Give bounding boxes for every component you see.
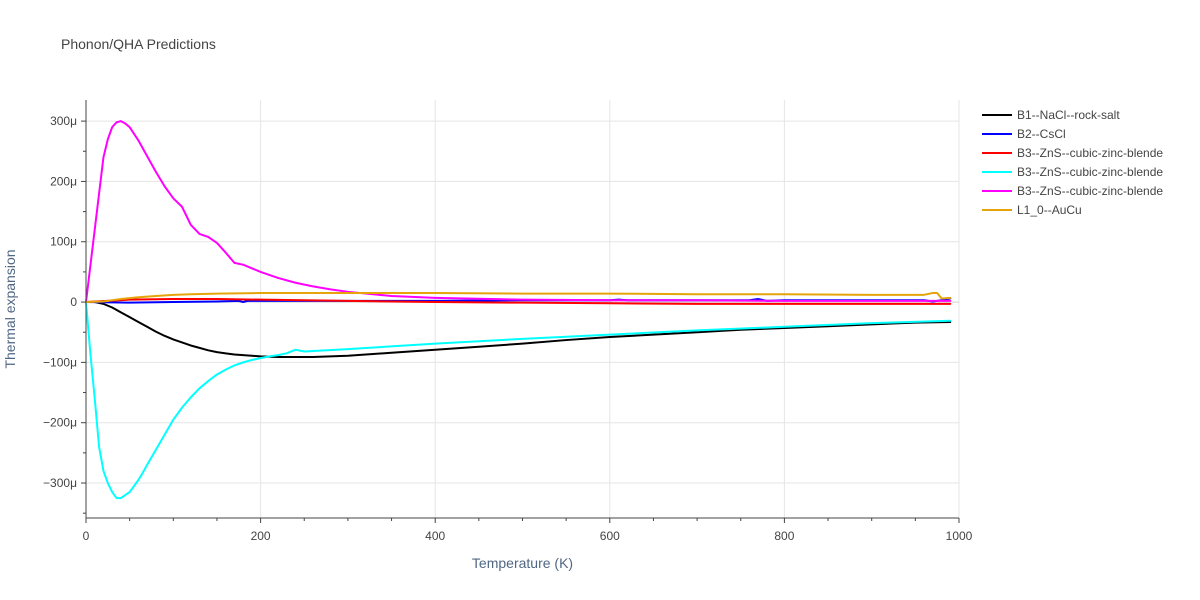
legend-label: B2--CsCl — [1017, 127, 1066, 141]
legend-label: B1--NaCl--rock-salt — [1017, 108, 1120, 122]
grid-layer — [86, 100, 960, 518]
legend-item[interactable]: L1_0--AuCu — [982, 203, 1082, 217]
y-tick-label: 200μ — [50, 174, 77, 188]
x-tick-label: 1000 — [946, 529, 973, 543]
y-tick-label: −200μ — [43, 416, 77, 430]
legend-item[interactable]: B2--CsCl — [982, 127, 1066, 141]
y-tick-label: 300μ — [50, 114, 77, 128]
y-tick-label: −300μ — [43, 476, 77, 490]
legend-item[interactable]: B3--ZnS--cubic-zinc-blende — [982, 165, 1163, 179]
y-tick-label: 0 — [70, 295, 77, 309]
legend[interactable]: B1--NaCl--rock-salt B2--CsCl B3--ZnS--cubi… — [982, 108, 1163, 217]
x-tick-label: 600 — [600, 529, 620, 543]
label-layer: 0 200 400 600 800 1000 −300μ −200μ −100μ 0 100μ 200… — [2, 114, 973, 571]
series-line-1 — [85, 301, 952, 358]
series-line-5 — [85, 120, 952, 304]
axis-layer — [81, 100, 960, 523]
chart-title: Phonon/QHA Predictions — [61, 36, 216, 52]
y-tick-label: 100μ — [50, 235, 77, 249]
series-line-3 — [85, 298, 952, 305]
x-tick-label: 800 — [774, 529, 794, 543]
legend-label: B3--ZnS--cubic-zinc-blende — [1017, 146, 1163, 160]
legend-item[interactable]: B1--NaCl--rock-salt — [982, 108, 1120, 122]
legend-item[interactable]: B3--ZnS--cubic-zinc-blende — [982, 146, 1163, 160]
x-axis-title: Temperature (K) — [472, 555, 573, 571]
series-line-4 — [85, 301, 952, 500]
legend-label: L1_0--AuCu — [1017, 203, 1082, 217]
legend-item[interactable]: B3--ZnS--cubic-zinc-blende — [982, 184, 1163, 198]
series-layer — [85, 120, 952, 500]
legend-label: B3--ZnS--cubic-zinc-blende — [1017, 184, 1163, 198]
x-tick-label: 200 — [251, 529, 271, 543]
legend-label: B3--ZnS--cubic-zinc-blende — [1017, 165, 1163, 179]
y-tick-label: −100μ — [43, 355, 77, 369]
series-line-6 — [85, 292, 952, 304]
x-tick-label: 0 — [83, 529, 90, 543]
y-axis-title: Thermal expansion — [2, 249, 18, 368]
x-tick-label: 400 — [425, 529, 445, 543]
